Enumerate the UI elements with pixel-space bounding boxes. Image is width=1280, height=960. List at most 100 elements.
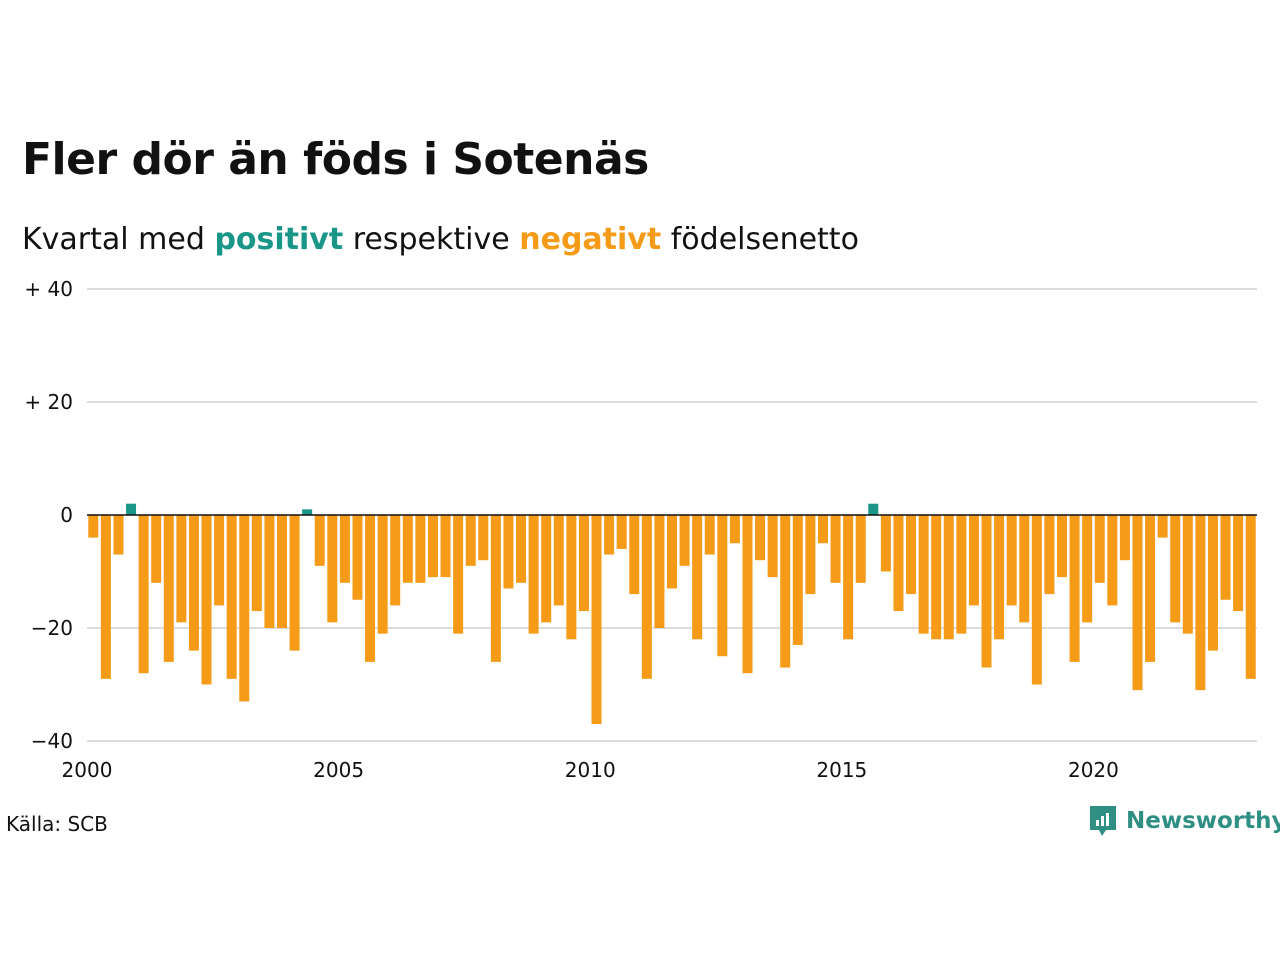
subtitle-negative: negativt [519,222,662,257]
newsworthy-logo: Newsworthy [1088,804,1280,838]
bar [1182,515,1193,634]
bar [830,515,841,583]
bar [667,515,677,589]
subtitle-prefix: Kvartal med [22,222,205,257]
bar [402,515,413,583]
bar [528,515,539,634]
y-tick-label: + 20 [24,390,73,414]
bar [780,515,791,668]
bar [1119,515,1130,561]
y-tick-label: 0 [60,503,73,527]
bar [440,515,451,578]
bar [1019,515,1030,623]
bar [604,515,615,555]
bar [100,515,111,679]
bar [654,515,665,628]
y-tick-label: −20 [31,616,73,640]
bar [541,515,552,623]
bar [163,515,174,662]
bar [566,515,577,640]
bar [88,515,99,538]
bar [226,515,237,679]
bar [327,515,338,623]
bar [1220,515,1231,600]
bar [843,515,854,640]
bar [1031,515,1042,685]
bar [478,515,489,561]
bar [1006,515,1017,606]
bar [377,515,388,634]
bar [1245,515,1256,679]
bar [1094,515,1105,583]
bar [516,515,527,583]
bar [339,515,350,583]
x-tick-label: 2005 [313,758,364,782]
bar [679,515,690,566]
brand-name: Newsworthy [1126,808,1280,834]
bar [1233,515,1244,612]
bar [968,515,979,606]
bar [893,515,904,612]
bar [981,515,992,668]
bar [629,515,640,595]
bar [994,515,1005,640]
x-tick-label: 2015 [816,758,867,782]
bar [314,515,325,566]
bar [704,515,715,555]
bar [553,515,564,606]
bar [578,515,589,612]
bar [251,515,262,612]
subtitle-positive: positivt [214,222,344,257]
bar [427,515,438,578]
bar [817,515,828,544]
bar [792,515,803,645]
subtitle-suffix: födelsenetto [670,222,859,257]
bar [465,515,476,566]
bar [1132,515,1143,691]
bar [943,515,954,640]
chart-title: Fler dör än föds i Sotenäs [22,134,649,185]
bar [1170,515,1181,623]
bar [490,515,501,662]
bar [239,515,250,702]
bar [767,515,778,578]
bar [176,515,187,623]
bar [692,515,703,640]
bar [1057,515,1067,578]
y-tick-label: −40 [31,729,73,753]
bar [805,515,816,595]
bar [302,509,313,515]
bar [729,515,740,544]
bar [138,515,149,674]
bar [956,515,967,634]
bar [616,515,627,549]
bar [390,515,401,606]
bar [1145,515,1156,662]
bar [277,515,287,628]
bar [591,515,602,725]
bar [1044,515,1055,595]
bar [880,515,891,572]
bar [264,515,275,628]
y-tick-label: + 40 [24,277,73,301]
bar [918,515,929,634]
bar [742,515,753,674]
bar [415,515,426,583]
bar [641,515,652,679]
bar [906,515,917,595]
bar [1107,515,1118,606]
x-tick-label: 2020 [1068,758,1119,782]
bar [126,503,137,515]
bar [1157,515,1168,538]
bar [1069,515,1080,662]
bar [717,515,728,657]
x-tick-label: 2000 [62,758,113,782]
bar [1207,515,1218,651]
bar [289,515,300,651]
bar [214,515,225,606]
bar [188,515,199,651]
subtitle-middle: respektive [352,222,510,257]
newsworthy-logo-icon [1090,806,1116,836]
bar [855,515,866,583]
